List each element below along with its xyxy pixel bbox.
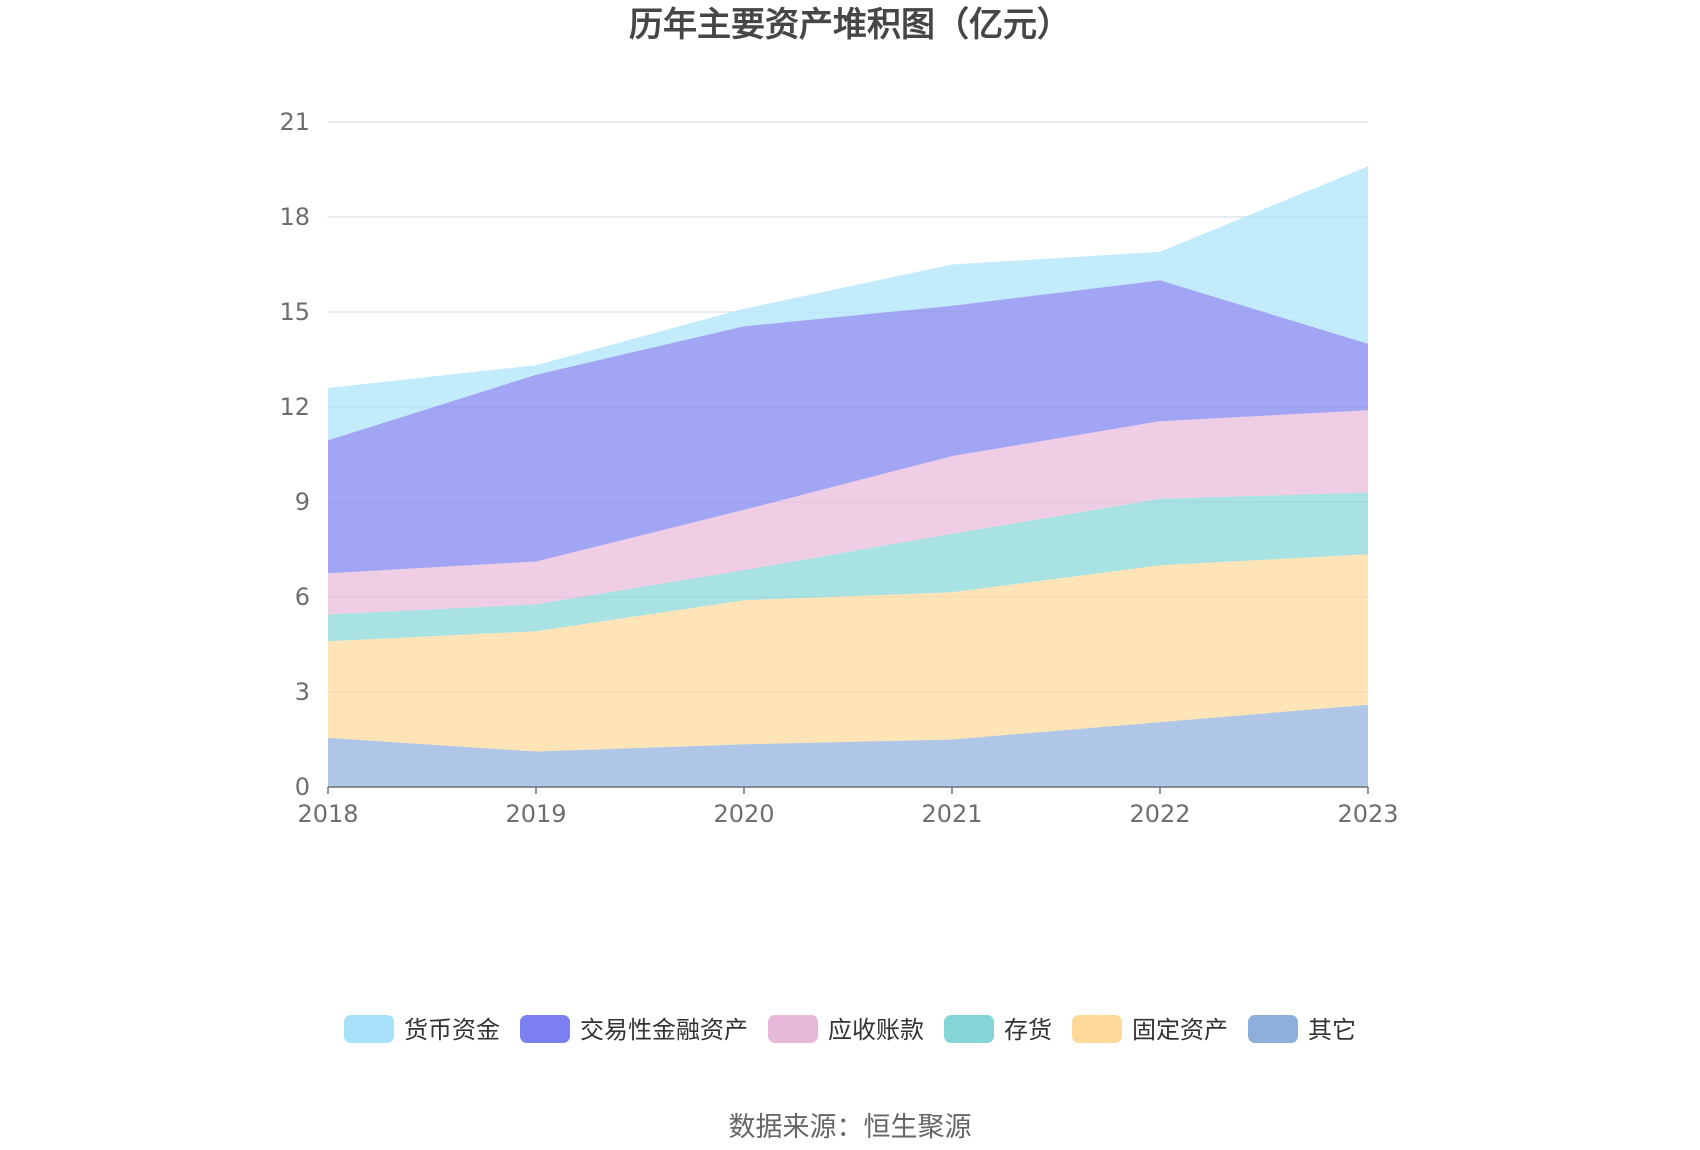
x-tick-label: 2018 (297, 800, 358, 828)
legend-label: 存货 (1004, 1016, 1052, 1044)
legend-swatch (344, 1015, 394, 1043)
y-tick-label: 12 (279, 393, 310, 421)
x-tick-label: 2023 (1337, 800, 1398, 828)
area-货币资金[interactable] (328, 166, 1368, 441)
legend-swatch (520, 1015, 570, 1043)
x-tick-label: 2022 (1129, 800, 1190, 828)
area-存货[interactable] (328, 492, 1368, 642)
legend-label: 交易性金融资产 (580, 1016, 748, 1044)
area-其它[interactable] (328, 704, 1368, 787)
y-tick-label: 9 (295, 488, 310, 516)
y-tick-label: 15 (279, 298, 310, 326)
legend-label: 其它 (1308, 1016, 1356, 1044)
x-tick-label: 2021 (921, 800, 982, 828)
legend-item[interactable]: 存货 (944, 1015, 1052, 1044)
area-固定资产[interactable] (328, 554, 1368, 752)
y-tick-label: 21 (279, 108, 310, 136)
x-tick-label: 2019 (505, 800, 566, 828)
legend-item[interactable]: 固定资产 (1072, 1015, 1228, 1044)
y-tick-label: 18 (279, 203, 310, 231)
legend-item[interactable]: 货币资金 (344, 1015, 500, 1044)
x-tick-label: 2020 (713, 800, 774, 828)
axes: 0 3 6 9 12 15 18 21 2018 2019 2020 2021 2022 2023 (279, 108, 1398, 828)
data-source-note: 数据来源：恒生聚源 (729, 1112, 972, 1143)
legend-item[interactable]: 应收账款 (768, 1015, 924, 1044)
legend-item[interactable]: 交易性金融资产 (520, 1015, 748, 1044)
legend-item[interactable]: 其它 (1248, 1015, 1356, 1044)
legend-label: 固定资产 (1132, 1016, 1228, 1044)
y-tick-label: 6 (295, 583, 310, 611)
legend-swatch (1072, 1015, 1122, 1043)
y-tick-label: 0 (295, 773, 310, 801)
legend-label: 货币资金 (404, 1016, 500, 1044)
legend-swatch (944, 1015, 994, 1043)
chart-title: 历年主要资产堆积图（亿元） (629, 5, 1071, 45)
legend[interactable]: 货币资金 交易性金融资产 应收账款 存货 固定资产 其它 (344, 1015, 1356, 1044)
y-tick-label: 3 (295, 678, 310, 706)
area-交易性金融资产[interactable] (328, 280, 1368, 574)
legend-swatch (768, 1015, 818, 1043)
legend-swatch (1248, 1015, 1298, 1043)
area-应收账款[interactable] (328, 410, 1368, 615)
legend-label: 应收账款 (828, 1016, 924, 1044)
area-series (328, 166, 1368, 787)
